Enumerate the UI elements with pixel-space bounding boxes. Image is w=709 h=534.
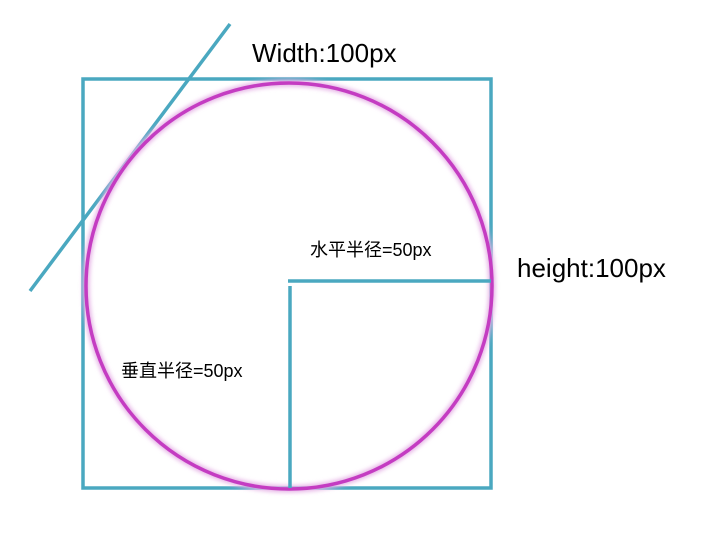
inscribed-circle xyxy=(84,81,494,491)
horizontal-radius-label: 水平半径=50px xyxy=(310,240,432,260)
vertical-radius-label: 垂直半径=50px xyxy=(121,361,243,381)
height-label: height:100px xyxy=(517,253,666,283)
width-label: Width:100px xyxy=(252,38,397,68)
